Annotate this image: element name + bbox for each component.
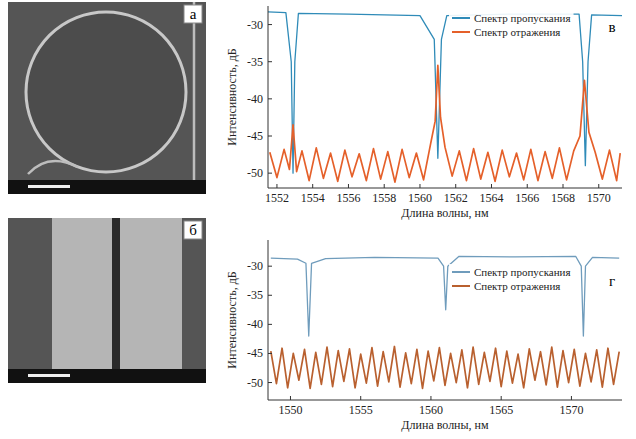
waveguide — [120, 218, 182, 369]
y-tick — [268, 324, 272, 325]
y-tick-label: -40 — [247, 92, 263, 106]
y-axis — [268, 240, 269, 400]
image-background — [8, 2, 206, 194]
chart: 1550 1555 1560 1565 1570 -30 -35 -40 -45 -50 Длина… — [225, 240, 622, 432]
x-tick-label: 1556 — [336, 191, 360, 205]
panel-letter: в — [608, 19, 615, 35]
y-tick-label: -50 — [247, 376, 263, 390]
legend-label: Спектр отражения — [474, 280, 560, 292]
x-tick-label: 1555 — [349, 403, 373, 417]
y-tick-label: -30 — [247, 259, 263, 273]
x-tick — [290, 396, 291, 400]
y-axis-title: Интенсивность, дБ — [225, 48, 239, 145]
y-tick — [268, 353, 272, 354]
waveguide — [52, 218, 112, 369]
y-tick — [268, 98, 272, 99]
legend-label: Спектр пропускания — [474, 266, 571, 278]
label-box — [184, 221, 202, 239]
x-tick — [384, 184, 385, 188]
scale-bar — [28, 185, 70, 188]
legend-label: Спектр пропускания — [474, 12, 571, 24]
series-line — [271, 256, 619, 336]
x-tick — [419, 184, 420, 188]
scale-bar — [28, 374, 70, 377]
x-axis-title: Длина волны, нм — [401, 206, 489, 220]
y-tick — [268, 173, 272, 174]
x-tick — [501, 396, 502, 400]
panel-letter: а — [190, 6, 197, 22]
y-tick — [268, 136, 272, 137]
legend-swatch — [452, 285, 470, 287]
x-tick — [491, 184, 492, 188]
gap — [112, 218, 120, 369]
legend-swatch — [452, 271, 470, 273]
legend: Спектр пропускания Спектр отражения — [449, 264, 574, 295]
sem-image: б — [8, 218, 206, 383]
legend-label: Спектр отражения — [474, 26, 560, 38]
scale-strip — [8, 180, 206, 194]
x-tick-label: 1562 — [444, 191, 468, 205]
y-tick-label: -30 — [247, 18, 263, 32]
x-tick-label: 1570 — [559, 403, 583, 417]
legend-swatch — [452, 31, 470, 33]
y-tick — [268, 266, 272, 267]
x-tick — [563, 184, 564, 188]
panel-letter: г — [609, 273, 615, 289]
x-axis-title: Длина волны, нм — [401, 418, 489, 432]
y-tick-label: -45 — [247, 346, 263, 360]
y-tick-label: -35 — [247, 288, 263, 302]
x-tick-label: 1560 — [408, 191, 432, 205]
y-tick — [268, 61, 272, 62]
x-tick-label: 1558 — [372, 191, 396, 205]
y-tick — [268, 24, 272, 25]
series-group — [271, 256, 619, 388]
y-tick — [268, 295, 272, 296]
x-tick — [430, 396, 431, 400]
x-tick-label: 1565 — [489, 403, 513, 417]
drop-waveguide — [28, 161, 78, 174]
x-tick — [598, 184, 599, 188]
x-tick-label: 1570 — [587, 191, 611, 205]
ring-resonator — [26, 12, 186, 172]
x-tick — [276, 184, 277, 188]
x-tick-label: 1566 — [515, 191, 539, 205]
legend-swatch — [452, 17, 470, 19]
bus-waveguide — [193, 2, 196, 180]
x-tick — [455, 184, 456, 188]
x-tick-label: 1550 — [278, 403, 302, 417]
y-tick — [268, 382, 272, 383]
x-axis — [268, 400, 622, 401]
y-tick-label: -45 — [247, 129, 263, 143]
x-tick — [527, 184, 528, 188]
image-background — [8, 218, 206, 383]
x-tick-label: 1554 — [301, 191, 325, 205]
y-tick-label: -40 — [247, 317, 263, 331]
legend-background — [449, 10, 574, 41]
legend: Спектр пропускания Спектр отражения — [449, 10, 574, 41]
x-tick — [360, 396, 361, 400]
x-tick-label: 1568 — [551, 191, 575, 205]
x-tick — [312, 184, 313, 188]
x-tick-label: 1560 — [419, 403, 443, 417]
figure: аб15521554155615581560156215641566156815… — [0, 0, 636, 439]
x-tick — [571, 396, 572, 400]
chart: 1552 1554 1556 1558 1560 1562 1564 1566 1568 1570… — [225, 6, 622, 220]
x-tick — [348, 184, 349, 188]
series-line — [270, 65, 620, 182]
legend-background — [449, 264, 574, 295]
y-axis — [268, 6, 269, 188]
panel-letter: б — [189, 222, 197, 238]
x-tick-label: 1552 — [265, 191, 289, 205]
scale-strip — [8, 369, 206, 383]
y-tick-label: -50 — [247, 166, 263, 180]
label-box — [184, 5, 202, 23]
series-line — [271, 346, 619, 388]
x-tick-label: 1564 — [479, 191, 503, 205]
y-axis-title: Интенсивность, дБ — [225, 271, 239, 368]
sem-image: а — [8, 2, 206, 194]
x-axis — [268, 188, 622, 189]
y-tick-label: -35 — [247, 55, 263, 69]
